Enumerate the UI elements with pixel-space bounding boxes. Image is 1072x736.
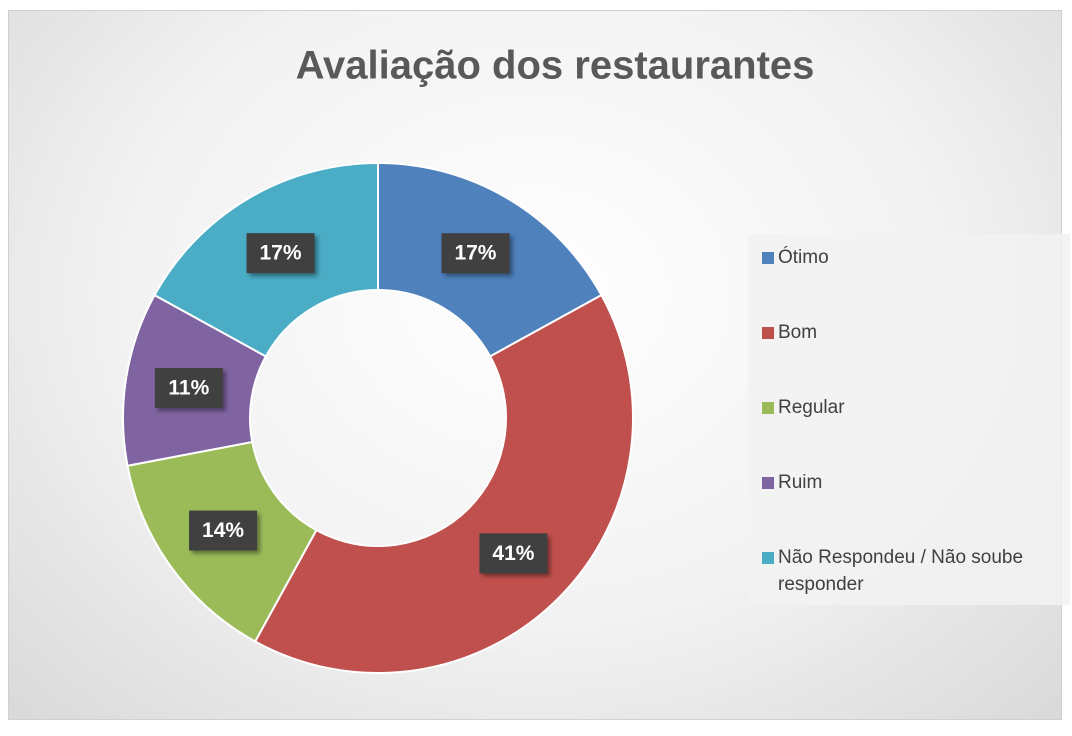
legend-entry: Ruim <box>748 469 1068 544</box>
legend-label: Regular <box>778 397 845 418</box>
legend-swatch <box>762 552 774 564</box>
data-label: 14% <box>202 519 244 542</box>
legend-swatch <box>762 477 774 489</box>
legend-entry: Não Respondeu / Não soube responder <box>748 544 1068 619</box>
legend-label: Não Respondeu / Não soube responder <box>778 547 1024 595</box>
legend-label: Ruim <box>778 472 823 493</box>
data-label: 17% <box>454 242 496 265</box>
data-label-box <box>189 510 258 551</box>
data-label-box <box>154 368 223 409</box>
data-label: 41% <box>492 542 534 565</box>
legend-entry: Ótimo <box>748 244 1068 319</box>
legend-swatch <box>762 402 774 414</box>
data-label: 17% <box>260 242 302 265</box>
legend-label: Ótimo <box>778 247 829 268</box>
legend-entry: Bom <box>748 319 1068 394</box>
donut-slice <box>253 293 634 674</box>
data-label-box <box>479 533 548 574</box>
legend-swatch <box>762 327 774 339</box>
data-label: 11% <box>168 377 209 400</box>
legend: Ótimo Bom Regular Ruim Não Respondeu / Não s… <box>748 234 1070 605</box>
data-label-box <box>441 233 510 274</box>
chart-title: Avaliação dos restaurantes <box>296 44 815 88</box>
legend-label: Bom <box>778 322 818 343</box>
data-label-box <box>246 233 315 274</box>
legend-swatch <box>762 252 774 264</box>
legend-entry: Regular <box>748 394 1068 469</box>
